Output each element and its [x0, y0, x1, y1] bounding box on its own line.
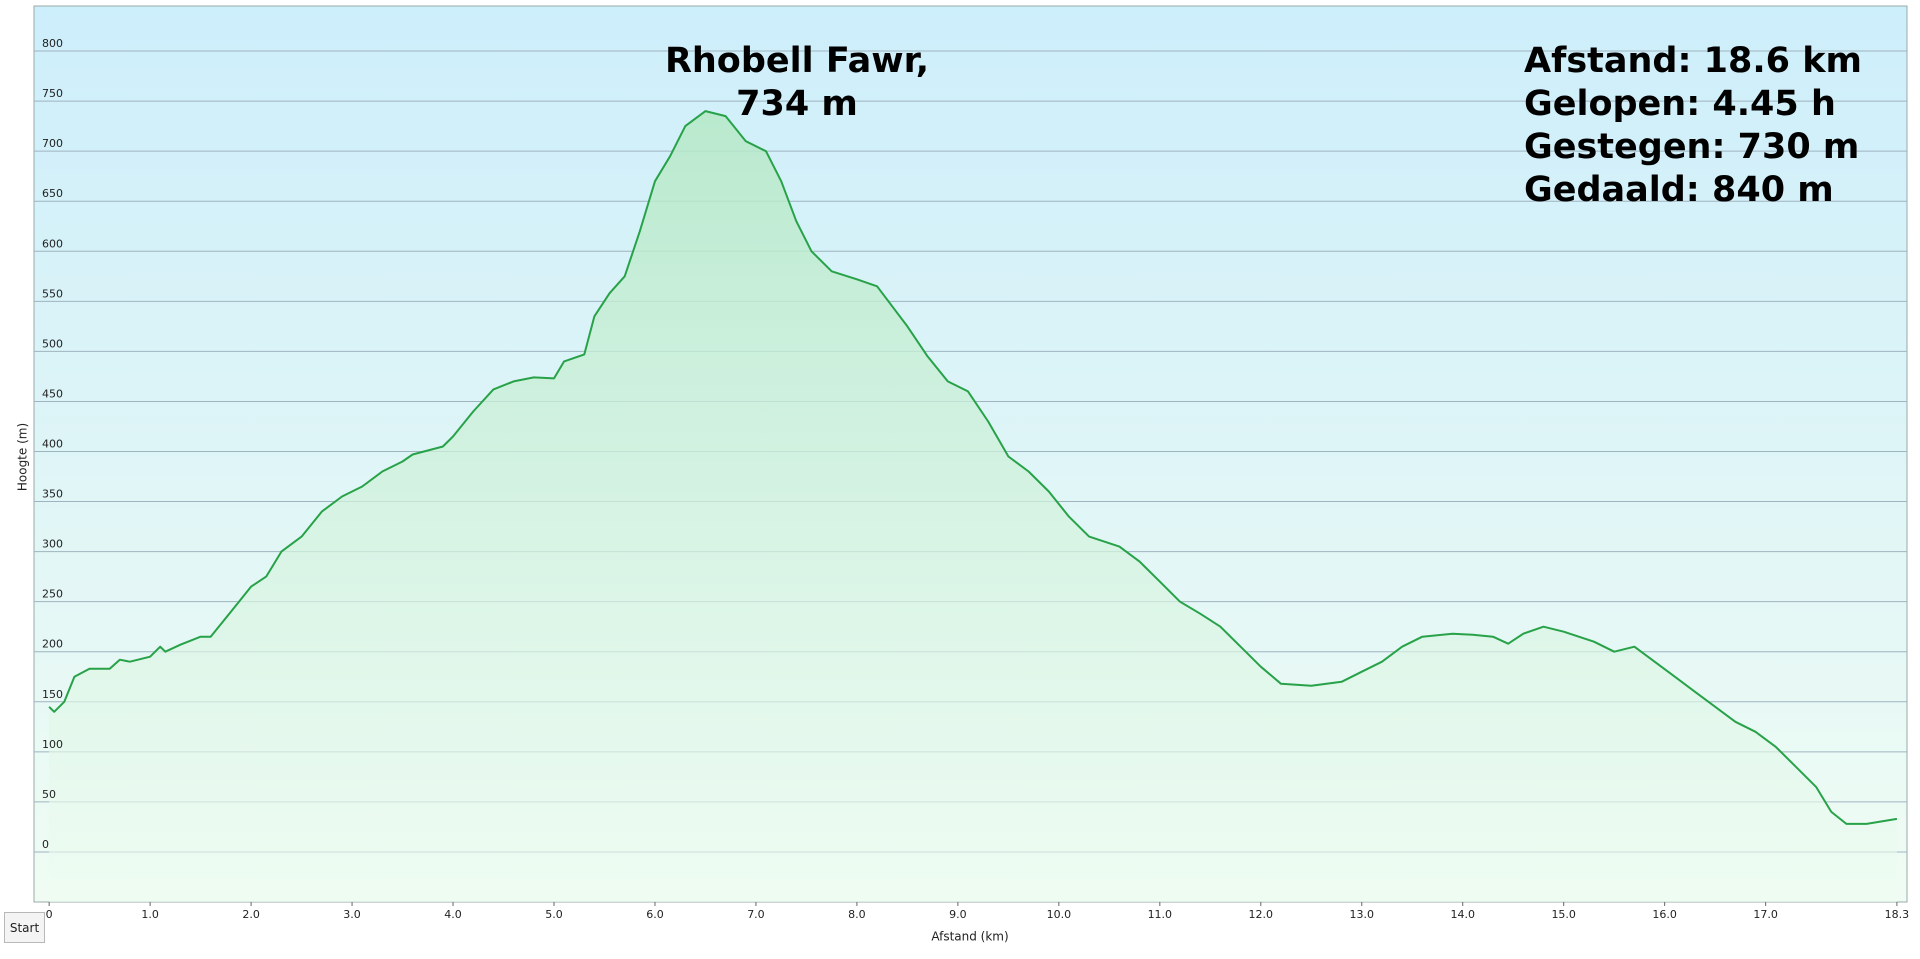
x-tick-label: 2.0: [242, 908, 260, 921]
stat: Afstand: 18.6 km: [1524, 41, 1862, 81]
elevation-area: [49, 111, 1897, 903]
x-tick-label: 6.0: [646, 908, 664, 921]
x-tick-label: 9.0: [949, 908, 967, 921]
x-tick-label: 11.0: [1148, 908, 1173, 921]
y-tick-label: 100: [42, 738, 63, 751]
peak-label: Rhobell Fawr,: [665, 41, 929, 81]
y-tick-label: 650: [42, 187, 63, 200]
x-tick-label: 3.0: [343, 908, 361, 921]
start-button[interactable]: Start: [4, 912, 45, 943]
y-axis-title: Hoogte (m): [16, 423, 30, 491]
y-tick-label: 450: [42, 387, 63, 400]
x-tick-label: 0: [46, 908, 53, 921]
peak-label: 734 m: [736, 84, 858, 124]
y-tick-label: 400: [42, 437, 63, 450]
y-tick-label: 300: [42, 538, 63, 551]
stat: Gedaald: 840 m: [1524, 170, 1834, 210]
x-tick-label: 5.0: [545, 908, 563, 921]
y-tick-label: 0: [42, 838, 49, 851]
stat: Gelopen: 4.45 h: [1524, 84, 1836, 124]
x-tick-label: 18.3: [1885, 908, 1910, 921]
y-tick-label: 550: [42, 287, 63, 300]
x-tick-label: 4.0: [444, 908, 462, 921]
y-tick-label: 700: [42, 137, 63, 150]
y-tick-label: 500: [42, 337, 63, 350]
x-tick-label: 17.0: [1753, 908, 1778, 921]
x-tick-label: 15.0: [1551, 908, 1576, 921]
x-tick-label: 1.0: [141, 908, 159, 921]
y-tick-label: 50: [42, 788, 56, 801]
x-tick-label: 13.0: [1350, 908, 1375, 921]
x-tick-label: 8.0: [848, 908, 866, 921]
y-tick-label: 200: [42, 638, 63, 651]
x-tick-label: 16.0: [1652, 908, 1677, 921]
y-tick-label: 150: [42, 688, 63, 701]
x-axis-title: Afstand (km): [931, 930, 1008, 944]
y-tick-label: 250: [42, 588, 63, 601]
y-tick-label: 800: [42, 37, 63, 50]
elevation-line: [48, 110, 1898, 825]
x-tick-label: 14.0: [1450, 908, 1475, 921]
stat: Gestegen: 730 m: [1524, 127, 1859, 167]
x-tick-label: 12.0: [1249, 908, 1274, 921]
y-tick-label: 750: [42, 87, 63, 100]
x-tick-label: 10.0: [1047, 908, 1072, 921]
y-tick-label: 600: [42, 237, 63, 250]
x-tick-label: 7.0: [747, 908, 765, 921]
y-tick-label: 350: [42, 488, 63, 501]
